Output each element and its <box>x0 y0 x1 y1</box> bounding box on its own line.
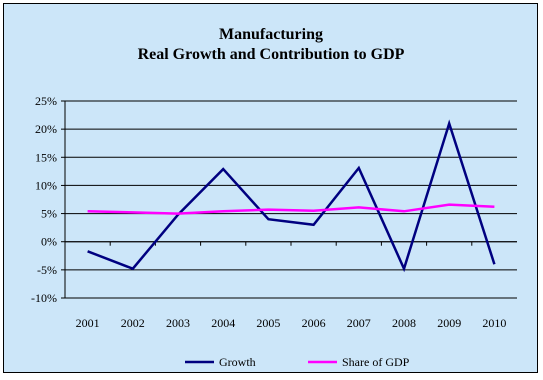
legend-label: Share of GDP <box>342 355 410 369</box>
x-tick-label: 2002 <box>121 316 145 330</box>
series-line-growth <box>87 119 496 273</box>
x-tick-label: 2009 <box>437 316 461 330</box>
x-tick-label: 2006 <box>302 316 326 330</box>
y-tick-label: 15% <box>35 150 57 164</box>
y-tick-label: 10% <box>35 178 57 192</box>
x-tick-label: 2008 <box>392 316 416 330</box>
x-tick-label: 2003 <box>166 316 190 330</box>
chart-frame: Manufacturing Real Growth and Contributi… <box>3 3 538 373</box>
x-tick-label: 2010 <box>482 316 506 330</box>
y-tick-label: 0% <box>41 235 57 249</box>
legend: Growth Share of GDP <box>185 355 410 369</box>
series-line-share-of-gdp <box>87 203 495 215</box>
y-tick-label: 5% <box>41 207 57 221</box>
y-tick-label: 20% <box>35 122 57 136</box>
chart-title-line-1: Manufacturing <box>219 26 323 43</box>
x-tick-label: 2001 <box>76 316 100 330</box>
y-tick-label: 25% <box>35 94 57 108</box>
y-tick-label: -10% <box>31 291 57 305</box>
line-chart: Manufacturing Real Growth and Contributi… <box>31 26 517 369</box>
y-tick-label: -5% <box>37 263 57 277</box>
x-tick-label: 2004 <box>211 316 235 330</box>
legend-label: Growth <box>219 355 256 369</box>
plot-area: 25% 20% 15% 10% 5% 0% -5% -10% 2001 2002 2003 2004 2… <box>31 94 517 330</box>
x-tick-label: 2007 <box>347 316 371 330</box>
x-tick-label: 2005 <box>256 316 280 330</box>
chart-title-line-2: Real Growth and Contribution to GDP <box>138 46 405 63</box>
